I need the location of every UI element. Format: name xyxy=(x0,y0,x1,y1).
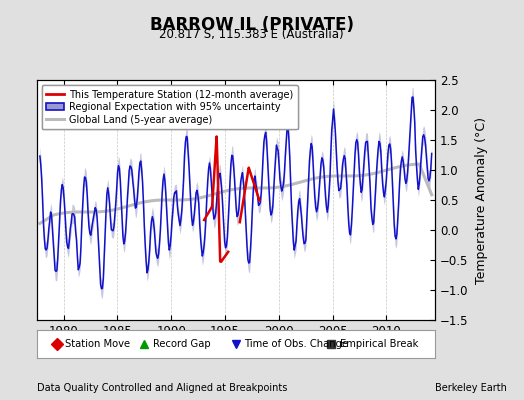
Text: Empirical Break: Empirical Break xyxy=(340,339,419,349)
Legend: This Temperature Station (12-month average), Regional Expectation with 95% uncer: This Temperature Station (12-month avera… xyxy=(41,85,298,130)
Text: BARROW IL (PRIVATE): BARROW IL (PRIVATE) xyxy=(149,16,354,34)
Text: Berkeley Earth: Berkeley Earth xyxy=(435,383,507,393)
Y-axis label: Temperature Anomaly (°C): Temperature Anomaly (°C) xyxy=(475,116,488,284)
Text: Record Gap: Record Gap xyxy=(153,339,211,349)
Text: 20.817 S, 115.383 E (Australia): 20.817 S, 115.383 E (Australia) xyxy=(159,28,344,41)
Text: Time of Obs. Change: Time of Obs. Change xyxy=(245,339,348,349)
Text: Data Quality Controlled and Aligned at Breakpoints: Data Quality Controlled and Aligned at B… xyxy=(37,383,287,393)
Text: Station Move: Station Move xyxy=(66,339,130,349)
